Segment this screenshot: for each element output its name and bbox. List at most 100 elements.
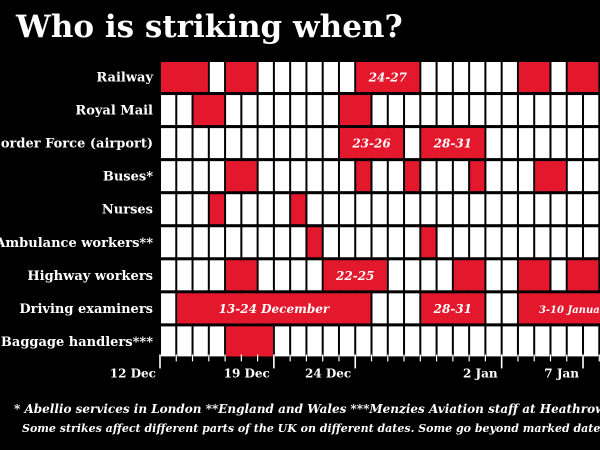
- day-cell: [291, 260, 306, 291]
- day-cell: [388, 326, 404, 357]
- day-cell: [551, 260, 566, 291]
- day-cell: [486, 293, 501, 324]
- day-cell: [274, 128, 290, 159]
- strike-range-label: 13-24 December: [219, 302, 331, 316]
- row-label: Highway workers: [27, 269, 153, 284]
- tick-label: 24 Dec: [305, 366, 351, 380]
- day-cell: [470, 227, 485, 258]
- strike-period-block: [323, 260, 387, 291]
- strike-range-label: 24-27: [368, 71, 408, 85]
- strike-period-block: [177, 293, 371, 324]
- strike-day-cell: [356, 161, 371, 192]
- day-cell: [486, 260, 501, 291]
- day-cell: [177, 227, 192, 258]
- day-cell: [193, 260, 208, 291]
- day-cell: [421, 95, 436, 126]
- day-cell: [518, 326, 534, 357]
- day-cell: [535, 128, 550, 159]
- day-cell: [161, 326, 176, 357]
- day-cell: [323, 128, 338, 159]
- strike-day-cell: [405, 161, 420, 192]
- day-cell: [421, 260, 436, 291]
- strike-range-label: 28-31: [433, 137, 472, 151]
- day-cell: [291, 128, 306, 159]
- day-cell: [470, 194, 485, 225]
- day-cell: [274, 194, 290, 225]
- day-cell: [274, 227, 290, 258]
- day-cell: [584, 194, 599, 225]
- strike-period-block: [421, 293, 485, 324]
- tick-label: 12 Dec: [110, 366, 156, 380]
- row-label: Buses*: [103, 170, 153, 185]
- tick-label: 2 Jan: [463, 366, 498, 380]
- tick-label: 7 Jan: [544, 366, 579, 380]
- day-cell: [518, 95, 534, 126]
- day-cell: [356, 326, 371, 357]
- strike-range-label: 3-10 January: [539, 305, 600, 316]
- day-cell: [502, 260, 517, 291]
- day-cell: [567, 161, 583, 192]
- day-cell: [551, 227, 566, 258]
- row-label: Baggage handlers***: [1, 335, 153, 350]
- day-cell: [339, 194, 355, 225]
- day-cell: [291, 62, 306, 92]
- day-cell: [421, 62, 436, 92]
- day-cells: [161, 62, 600, 357]
- day-cell: [567, 227, 583, 258]
- day-cell: [437, 62, 452, 92]
- day-cell: [453, 95, 469, 126]
- day-cell: [405, 293, 420, 324]
- day-cell: [502, 95, 517, 126]
- strike-period-block: [567, 260, 599, 291]
- day-cell: [388, 260, 404, 291]
- day-cell: [161, 194, 176, 225]
- day-cell: [209, 260, 225, 291]
- day-cell: [388, 293, 404, 324]
- day-cell: [437, 161, 452, 192]
- day-cell: [437, 95, 452, 126]
- day-cell: [307, 326, 322, 357]
- day-cell: [372, 326, 387, 357]
- day-cell: [453, 161, 469, 192]
- day-cell: [307, 95, 322, 126]
- row-label: Driving examiners: [19, 302, 153, 317]
- day-cell: [258, 227, 273, 258]
- day-cell: [518, 161, 534, 192]
- day-cell: [437, 326, 452, 357]
- strike-period-block: [226, 260, 257, 291]
- day-cell: [193, 194, 208, 225]
- row-label: Royal Mail: [75, 104, 153, 119]
- day-cell: [584, 326, 599, 357]
- day-cell: [437, 227, 452, 258]
- strike-period-block: [453, 260, 485, 291]
- day-cell: [502, 62, 517, 92]
- day-cell: [551, 128, 566, 159]
- strike-period-block: [161, 62, 208, 92]
- day-cell: [291, 326, 306, 357]
- axis-ticks: 12 Dec 19 Dec 24 Dec 2 Jan 7 Jan: [110, 354, 600, 380]
- day-cell: [226, 95, 241, 126]
- day-cell: [421, 161, 436, 192]
- day-cell: [242, 194, 257, 225]
- day-cell: [258, 194, 273, 225]
- day-cell: [193, 161, 208, 192]
- day-cell: [323, 161, 338, 192]
- day-cell: [307, 260, 322, 291]
- day-cell: [567, 194, 583, 225]
- day-cell: [518, 128, 534, 159]
- day-cell: [161, 95, 176, 126]
- day-cell: [323, 326, 338, 357]
- strike-period-block: [567, 62, 599, 92]
- day-cell: [518, 227, 534, 258]
- strike-period-block: [226, 161, 257, 192]
- strike-period-block: [518, 62, 550, 92]
- day-cell: [274, 161, 290, 192]
- day-cell: [388, 194, 404, 225]
- day-cell: [518, 194, 534, 225]
- day-cell: [502, 227, 517, 258]
- strike-day-cell: [209, 194, 225, 225]
- day-cell: [177, 95, 192, 126]
- row-label: Border Force (airport): [0, 137, 153, 152]
- strike-range-label: 28-31: [433, 302, 472, 316]
- strike-day-cell: [470, 161, 485, 192]
